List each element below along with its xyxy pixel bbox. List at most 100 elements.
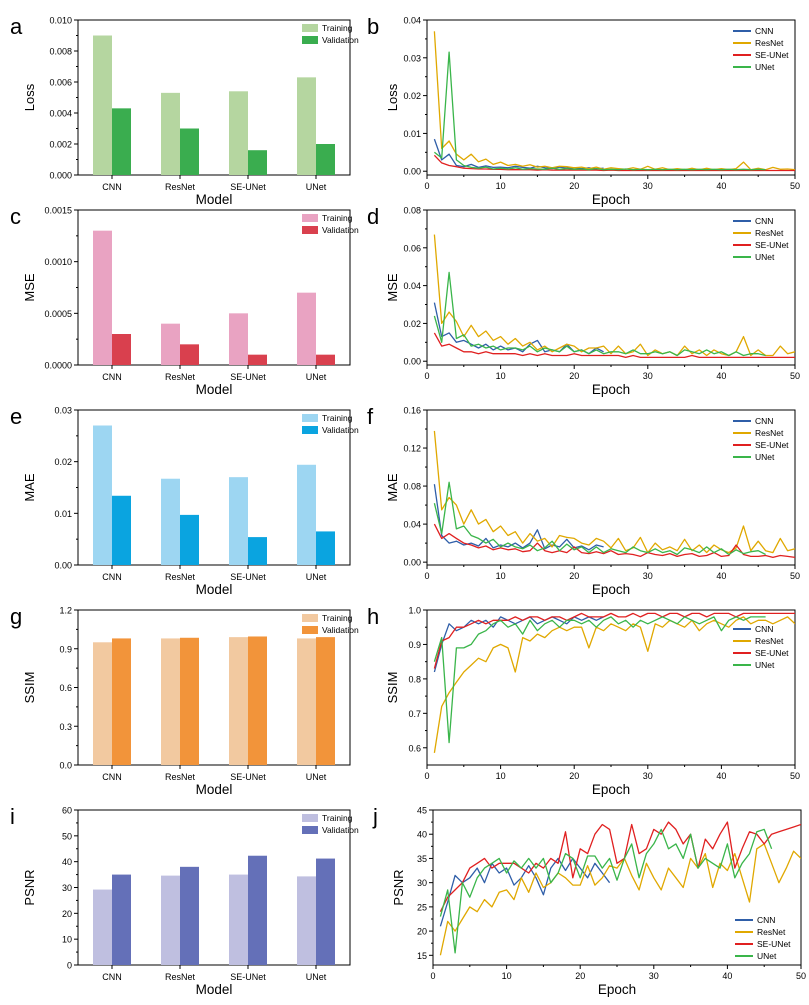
bar-training — [229, 91, 248, 175]
y-axis-label: MAE — [22, 473, 37, 502]
bar-validation — [180, 866, 199, 965]
x-tick-label: UNet — [306, 972, 327, 982]
y-tick-label: 0.03 — [403, 53, 421, 63]
y-tick-label: 35 — [417, 854, 427, 864]
panel-letter: e — [10, 404, 22, 429]
series-line-cnn — [433, 616, 604, 673]
bar-validation — [180, 344, 199, 365]
x-tick-label: 40 — [722, 971, 732, 981]
y-axis-label: MSE — [22, 273, 37, 302]
y-tick-label: 0.00 — [403, 558, 421, 568]
x-tick-label: UNet — [306, 182, 327, 192]
bar-validation — [112, 874, 131, 965]
series-group — [433, 31, 795, 172]
bar-training — [161, 92, 180, 175]
y-axis-label: MSE — [385, 273, 400, 302]
y-tick-label: 0.7 — [408, 709, 421, 719]
x-tick-label: 40 — [716, 181, 726, 191]
y-tick-label: 45 — [417, 806, 427, 816]
y-tick-label: 0.0 — [59, 761, 72, 771]
bar-training — [229, 874, 248, 965]
line-panel-j: 15 20 25 30 35 40 45 0 10 20 30 40 50 j PSNR Epoch CNN Re… — [372, 804, 806, 997]
bar-validation — [180, 128, 199, 175]
bar-validation — [112, 108, 131, 175]
x-axis-label: Model — [196, 782, 233, 797]
legend-label: Training — [322, 23, 353, 33]
y-tick-label: 0.0010 — [44, 257, 72, 267]
bar-training — [229, 313, 248, 365]
legend-label: Validation — [322, 425, 359, 435]
legend-label: SE-UNet — [755, 240, 789, 250]
x-axis-label: Model — [196, 582, 233, 597]
line-panel-f: 0.00 0.04 0.08 0.12 0.16 0 10 20 30 40 50 f MAE Epoch… — [367, 404, 800, 597]
y-tick-label: 50 — [62, 831, 72, 841]
y-tick-label: 40 — [62, 857, 72, 867]
legend-label: UNet — [755, 62, 775, 72]
series-line-resnet — [433, 430, 795, 554]
x-tick-label: 40 — [716, 371, 726, 381]
y-tick-label: 0.006 — [49, 78, 72, 88]
y-tick-label: 0.010 — [49, 16, 72, 26]
x-tick-label: 50 — [790, 371, 800, 381]
x-tick-label: 50 — [790, 571, 800, 581]
x-axis-label: Epoch — [592, 582, 630, 597]
x-tick-label: CNN — [102, 372, 122, 382]
bar-training — [161, 638, 180, 765]
x-tick-label: ResNet — [165, 182, 196, 192]
legend-swatch — [302, 226, 318, 234]
legend-swatch — [302, 614, 318, 622]
legend-label: UNet — [755, 252, 775, 262]
x-axis-label: Epoch — [592, 382, 630, 397]
legend-label: ResNet — [755, 38, 784, 48]
bar-validation — [248, 354, 267, 365]
series-line-se-unet — [433, 612, 795, 669]
x-tick-label: 10 — [496, 181, 506, 191]
x-tick-label: ResNet — [165, 772, 196, 782]
legend-swatch — [302, 24, 318, 32]
y-tick-label: 30 — [417, 878, 427, 888]
bar-training — [161, 875, 180, 965]
x-tick-label: 50 — [796, 971, 806, 981]
y-tick-label: 0.02 — [403, 91, 421, 101]
y-tick-label: 0.01 — [403, 129, 421, 139]
panel-letter: i — [10, 804, 15, 829]
y-tick-label: 0.008 — [49, 47, 72, 57]
y-tick-label: 0.12 — [403, 444, 421, 454]
y-tick-label: 1.0 — [408, 606, 421, 616]
bar-panel-a: 0.000 0.002 0.004 0.006 0.008 0.010 a Loss Model… — [10, 14, 359, 207]
bar-training — [297, 464, 316, 565]
y-tick-label: 0.6 — [59, 683, 72, 693]
panel-letter: g — [10, 604, 22, 629]
x-tick-label: 50 — [790, 181, 800, 191]
bar-validation — [248, 636, 267, 765]
series-line-se-unet — [433, 523, 795, 559]
x-tick-label: ResNet — [165, 372, 196, 382]
x-tick-label: SE-UNet — [230, 972, 266, 982]
series-line-se-unet — [433, 332, 795, 359]
bar-training — [297, 292, 316, 365]
legend-label: Training — [322, 213, 353, 223]
y-tick-label: 0.000 — [49, 171, 72, 181]
y-tick-label: 0.08 — [403, 482, 421, 492]
y-tick-label: 30 — [62, 883, 72, 893]
bar-training — [93, 425, 112, 565]
y-tick-label: 1.2 — [59, 606, 72, 616]
y-axis-label: Loss — [22, 83, 37, 111]
x-tick-label: 10 — [502, 971, 512, 981]
legend-label: Validation — [322, 625, 359, 635]
x-tick-label: SE-UNet — [230, 182, 266, 192]
line-panel-d: 0.00 0.02 0.04 0.06 0.08 0 10 20 30 40 50 d MSE Epoch… — [367, 204, 800, 397]
x-tick-label: 0 — [424, 771, 429, 781]
y-tick-label: 0.8 — [408, 674, 421, 684]
series-line-resnet — [439, 843, 801, 956]
x-axis-label: Model — [196, 192, 233, 207]
y-tick-label: 0.06 — [403, 243, 421, 253]
y-tick-label: 0.01 — [54, 509, 72, 519]
y-tick-label: 40 — [417, 830, 427, 840]
bar-validation — [316, 144, 335, 175]
x-tick-label: CNN — [102, 182, 122, 192]
legend-label: CNN — [755, 26, 773, 36]
bar-training — [161, 478, 180, 565]
legend-label: Training — [322, 813, 353, 823]
panel-letter: d — [367, 204, 379, 229]
